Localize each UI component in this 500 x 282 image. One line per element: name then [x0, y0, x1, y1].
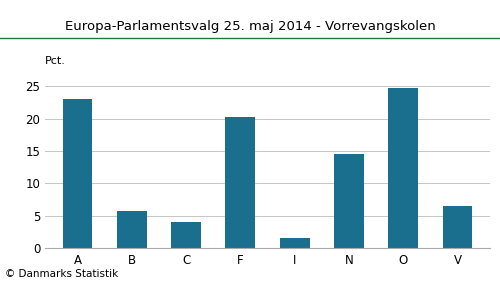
- Bar: [226, 117, 256, 248]
- Text: Europa-Parlamentsvalg 25. maj 2014 - Vorrevangskolen: Europa-Parlamentsvalg 25. maj 2014 - Vor…: [64, 20, 436, 33]
- Bar: [117, 211, 147, 248]
- Bar: [62, 99, 92, 248]
- Bar: [280, 238, 310, 248]
- Text: Pct.: Pct.: [45, 56, 66, 66]
- Bar: [388, 88, 418, 248]
- Bar: [171, 222, 201, 248]
- Text: © Danmarks Statistik: © Danmarks Statistik: [5, 269, 118, 279]
- Bar: [334, 154, 364, 248]
- Bar: [442, 206, 472, 248]
